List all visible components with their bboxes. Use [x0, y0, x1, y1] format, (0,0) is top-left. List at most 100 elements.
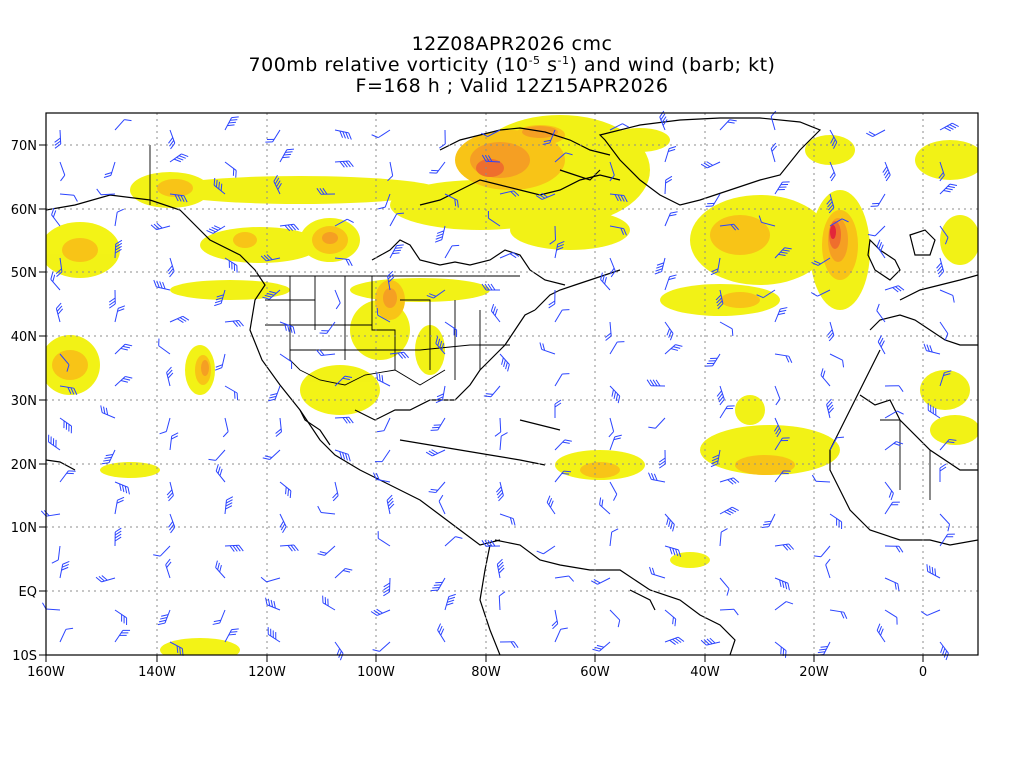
wind-barb: [377, 531, 391, 547]
lat-label-20n: 20N: [11, 458, 37, 473]
wind-barb: [646, 379, 666, 387]
wind-barb: [810, 289, 831, 297]
wind-barb: [554, 470, 572, 483]
wind-barb: [59, 417, 72, 434]
wind-barb: [866, 129, 886, 138]
wind-barb: [829, 353, 845, 368]
wind-barb: [774, 247, 792, 259]
wind-barb: [761, 513, 776, 529]
wind-barb: [268, 385, 281, 402]
wind-barb: [108, 289, 116, 309]
wind-barb: [774, 307, 788, 323]
wind-barb: [774, 181, 790, 195]
wind-barb: [546, 495, 556, 515]
wind-barb: [370, 608, 391, 616]
wind-barb: [829, 129, 838, 149]
wind-barb: [609, 481, 618, 501]
wind-barb: [719, 477, 740, 485]
wind-barb: [494, 417, 502, 437]
wind-barb: [387, 161, 394, 182]
wind-barb: [212, 609, 226, 625]
wind-barb: [374, 449, 391, 463]
wind-barb: [758, 215, 776, 227]
wind-barb: [884, 545, 904, 553]
wind-barb: [100, 405, 116, 419]
wind-barb: [700, 161, 721, 169]
wind-barb: [334, 416, 354, 424]
wind-barb: [153, 279, 171, 291]
wind-barb: [774, 470, 791, 483]
wind-barb: [59, 470, 76, 483]
wind-barb: [371, 129, 391, 139]
wind-barb: [114, 208, 124, 227]
wind-barb: [316, 187, 336, 195]
wind-barb: [827, 321, 835, 342]
wind-barb: [59, 161, 66, 182]
wind-barb: [719, 577, 730, 596]
wind-barb: [444, 593, 456, 611]
lon-label-160w: 160W: [27, 665, 65, 680]
wind-barb: [260, 254, 281, 262]
wind-barb: [267, 627, 281, 643]
wind-barb: [150, 222, 171, 231]
wind-barb: [389, 351, 409, 359]
lat-label-70n: 70N: [11, 139, 37, 154]
wind-barb: [882, 161, 891, 182]
wind-barb: [877, 335, 886, 355]
wind-barb: [166, 481, 174, 502]
wind-barb: [499, 252, 520, 259]
wind-barb: [55, 302, 64, 323]
wind-barb: [770, 142, 778, 163]
wind-barb: [334, 160, 354, 168]
wind-barb: [372, 641, 391, 652]
wind-barb: [59, 385, 78, 395]
wind-barb: [265, 597, 281, 611]
wind-barb: [438, 494, 446, 515]
plot-frame: [45, 112, 979, 656]
wind-barb: [214, 289, 226, 307]
wind-barb: [499, 190, 520, 197]
wind-barb: [50, 272, 61, 291]
wind-barb: [208, 449, 226, 461]
wind-barb: [876, 303, 886, 323]
wind-barb: [334, 375, 353, 387]
wind-barb: [710, 449, 721, 468]
wind-barb: [169, 153, 189, 163]
lat-label-60n: 60N: [11, 203, 37, 218]
lat-label-40n: 40N: [11, 330, 37, 345]
coastlines: [46, 117, 978, 655]
wind-barb: [334, 449, 351, 462]
wind-barb: [867, 225, 886, 237]
wind-barb: [664, 175, 673, 195]
wind-barb: [273, 174, 282, 195]
wind-barb: [213, 177, 226, 195]
wind-barb: [590, 577, 611, 585]
wind-barb: [554, 575, 575, 582]
wind-barb: [554, 373, 570, 387]
lon-label-120w: 120W: [248, 665, 286, 680]
wind-barb: [317, 545, 336, 556]
wind-barb: [599, 497, 611, 515]
wind-barb: [756, 289, 776, 299]
title-line-2-pre: 700mb relative vorticity (10: [248, 54, 529, 76]
title-exponent-2: -1: [557, 54, 570, 67]
wind-barb: [334, 129, 352, 140]
wind-barb: [829, 436, 845, 451]
title-line-2: 700mb relative vorticity (10-5 s-1) and …: [0, 55, 1024, 76]
wind-barb: [811, 474, 831, 483]
wind-barb: [554, 152, 573, 163]
wind-barb: [664, 513, 675, 532]
wind-barb: [55, 257, 63, 278]
wind-barb: [224, 257, 238, 273]
wind-barb: [536, 545, 556, 555]
wind-barb: [719, 506, 739, 516]
wind-barb: [664, 146, 677, 163]
lon-label-80w: 80W: [471, 665, 501, 680]
title-exponent-1: -5: [528, 54, 541, 67]
wind-barb: [224, 496, 234, 515]
lat-label-eq: EQ: [19, 585, 37, 600]
wind-barb: [378, 193, 391, 210]
wind-barb: [548, 289, 556, 309]
wind-barb: [664, 636, 685, 645]
